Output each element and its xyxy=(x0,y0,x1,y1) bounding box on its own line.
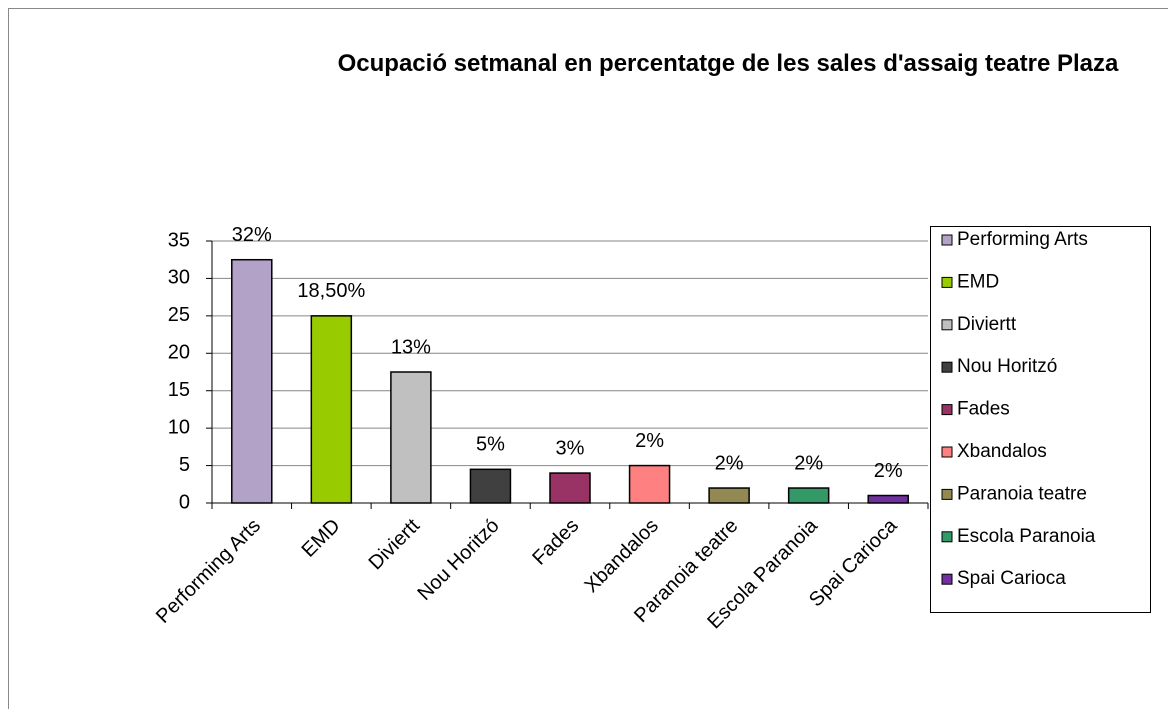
bar-annotation: 5% xyxy=(476,434,505,456)
y-tick-label: 35 xyxy=(168,229,190,251)
bar-annotation: 3% xyxy=(556,437,585,459)
legend-label: Xbandalos xyxy=(957,441,1047,462)
bar-annotation: 2% xyxy=(715,452,744,474)
legend-label: Fades xyxy=(957,399,1010,420)
y-tick-label: 20 xyxy=(168,342,190,364)
legend-swatch xyxy=(941,531,953,543)
bar xyxy=(867,494,909,504)
legend-label: Spai Carioca xyxy=(957,568,1066,589)
legend-swatch xyxy=(941,361,953,373)
legend-swatch xyxy=(941,276,953,288)
legend-swatch xyxy=(941,446,953,458)
bar xyxy=(231,258,273,504)
legend-label: Paranoia teatre xyxy=(957,483,1087,504)
chart-title: Ocupació setmanal en percentatge de les … xyxy=(337,50,1119,77)
bar-annotation: 13% xyxy=(391,336,431,358)
legend-box xyxy=(930,226,1151,613)
legend-label: Performing Arts xyxy=(957,229,1088,250)
y-tick-label: 30 xyxy=(168,267,190,289)
y-tick-label: 5 xyxy=(179,454,190,476)
bar-annotation: 2% xyxy=(874,460,903,482)
legend-swatch xyxy=(941,573,953,585)
bar xyxy=(310,315,353,504)
legend-swatch xyxy=(941,234,953,246)
legend-label: EMD xyxy=(957,271,999,292)
legend-label: Escola Paranoia xyxy=(957,526,1096,547)
y-tick-label: 0 xyxy=(179,491,190,513)
bar-annotation: 2% xyxy=(794,452,823,474)
legend-swatch xyxy=(941,488,953,500)
bar-annotation: 18,50% xyxy=(297,280,365,302)
bar-annotation: 32% xyxy=(232,224,272,246)
bar xyxy=(469,468,512,504)
bar xyxy=(787,487,830,504)
bar xyxy=(628,464,671,504)
legend-label: Nou Horitzó xyxy=(957,356,1057,377)
y-tick-label: 15 xyxy=(168,379,190,401)
bar xyxy=(549,472,591,504)
y-tick-label: 25 xyxy=(168,304,190,326)
bar-annotation: 2% xyxy=(635,430,664,452)
bar xyxy=(390,371,432,504)
legend-label: Diviertt xyxy=(957,314,1017,335)
legend-swatch xyxy=(941,319,953,331)
bar xyxy=(708,487,750,504)
legend-swatch xyxy=(941,404,953,416)
y-tick-label: 10 xyxy=(168,416,190,438)
